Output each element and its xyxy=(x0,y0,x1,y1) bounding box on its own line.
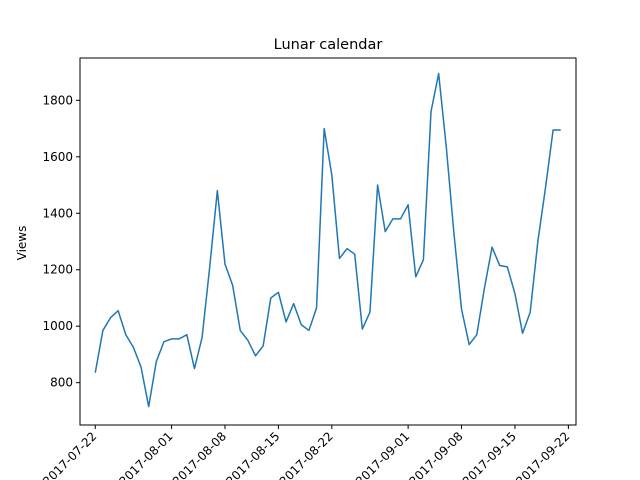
y-tick-label: 1400 xyxy=(42,206,73,220)
y-tick-label: 1800 xyxy=(42,93,73,107)
y-tick-label: 800 xyxy=(50,376,73,390)
chart-title: Lunar calendar xyxy=(274,37,383,53)
y-tick-label: 1000 xyxy=(42,319,73,333)
x-tick-label: 2017-07-22 xyxy=(40,429,99,480)
y-tick-label: 1200 xyxy=(42,263,73,277)
y-tick-label: 1600 xyxy=(42,150,73,164)
x-tick-label: 2017-08-22 xyxy=(277,429,336,480)
x-tick-label: 2017-08-15 xyxy=(223,429,282,480)
x-tick-label: 2017-08-08 xyxy=(170,429,229,480)
x-tick-label: 2017-09-22 xyxy=(513,429,572,480)
x-tick-label: 2017-09-15 xyxy=(460,429,519,480)
x-tick-label: 2017-09-08 xyxy=(406,429,465,480)
plot-frame xyxy=(79,57,577,426)
y-axis-label: Views xyxy=(15,226,29,261)
series-line xyxy=(94,72,561,408)
x-tick-label: 2017-08-01 xyxy=(116,429,175,480)
x-tick-label: 2017-09-01 xyxy=(353,429,412,480)
